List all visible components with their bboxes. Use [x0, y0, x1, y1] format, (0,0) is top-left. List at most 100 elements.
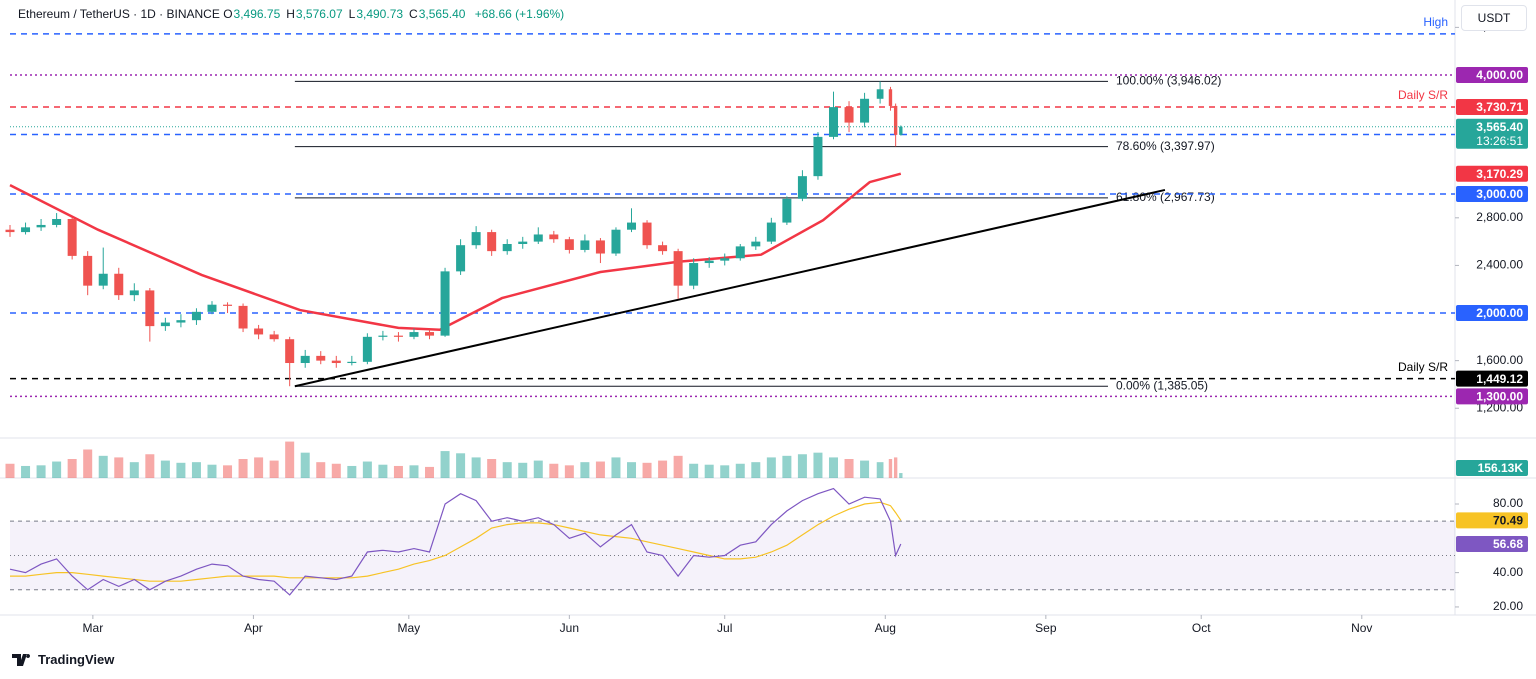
candle-body: [254, 328, 264, 335]
level-name: Daily S/R: [1398, 88, 1448, 102]
volume-bar: [533, 460, 543, 478]
volume-bar: [5, 463, 15, 478]
candle-body: [595, 240, 605, 254]
y-tick-label: 1,600.00: [1476, 353, 1523, 367]
level-price-label-bg: [1456, 370, 1528, 387]
volume-bar: [860, 460, 870, 478]
volume-bar: [207, 464, 217, 478]
level-name: High: [1423, 15, 1448, 29]
candle-body: [487, 232, 497, 252]
candle-body: [580, 240, 590, 250]
candle-body: [5, 229, 15, 233]
candle-body: [533, 234, 543, 242]
candle-body: [673, 251, 683, 286]
candle-body: [300, 355, 310, 364]
currency-button[interactable]: USDT: [1461, 5, 1527, 31]
ohlc-key: H: [286, 7, 295, 21]
brand-icon: [12, 653, 31, 666]
ohlc-key: O: [223, 7, 233, 21]
volume-bar: [36, 465, 46, 478]
volume-bar: [595, 461, 605, 478]
candle-body: [409, 332, 419, 337]
volume-bar: [844, 459, 854, 478]
level-price-label-bg: [1456, 305, 1528, 322]
volume-bar: [114, 457, 124, 478]
candle-body: [704, 260, 714, 264]
candle-body: [456, 245, 466, 272]
volume-bar: [658, 460, 668, 478]
volume-bar: [888, 459, 893, 478]
candle-body: [611, 229, 621, 254]
x-tick-label: Aug: [875, 621, 896, 635]
candle-body: [689, 263, 699, 286]
level-price-label: 1,300.00: [1476, 390, 1523, 404]
y-tick-label: 2,400.00: [1476, 258, 1523, 272]
candle-body: [658, 245, 668, 252]
volume-bar: [347, 465, 357, 478]
x-tick-label: May: [397, 621, 420, 635]
candle-body: [316, 355, 326, 361]
rsi-ma-label-bg: [1456, 512, 1528, 529]
level-price-label: 3,000.00: [1476, 187, 1523, 201]
volume-bar: [751, 462, 761, 478]
level-price-label: 2,000.00: [1476, 306, 1523, 320]
candle-body: [502, 243, 512, 252]
candle-body: [269, 334, 279, 340]
volume-bar: [689, 463, 699, 478]
candle-body: [893, 105, 898, 135]
candle-body: [114, 273, 124, 296]
candle-body: [844, 107, 854, 123]
volume-bar: [21, 465, 31, 478]
volume-bar: [704, 464, 714, 478]
last-price-label: 3,565.40: [1476, 120, 1523, 134]
candle-body: [782, 198, 792, 223]
volume-bar: [899, 473, 903, 478]
x-tick-label: Jul: [717, 621, 732, 635]
candle-body: [176, 320, 186, 323]
volume-bar: [300, 452, 310, 478]
volume-bar: [223, 465, 233, 478]
volume-bar: [269, 460, 279, 478]
x-tick-label: Sep: [1035, 621, 1057, 635]
volume-bar: [876, 462, 884, 478]
volume-bar: [98, 455, 108, 478]
candle-body: [860, 98, 870, 123]
volume-label: 156.13K: [1478, 461, 1524, 475]
rsi-ma-line: [10, 501, 902, 582]
ohlc-value: 3,496.75: [233, 7, 281, 21]
level-price-label-bg: [1456, 99, 1528, 116]
ma-price-label: 3,170.29: [1476, 167, 1523, 181]
candle-body: [223, 304, 233, 306]
candle-body: [813, 136, 823, 177]
candle-body: [83, 255, 93, 286]
rsi-label-bg: [1456, 536, 1528, 553]
candle-body: [751, 241, 761, 247]
volume-bar: [145, 454, 155, 478]
volume-bar: [782, 455, 792, 478]
fib-label: 78.60% (3,397.97): [1116, 139, 1215, 153]
candle-body: [425, 332, 435, 336]
rsi-tick-label: 80.00: [1493, 496, 1523, 510]
brand-logo[interactable]: TradingView: [12, 652, 114, 667]
candle-body: [207, 304, 217, 312]
volume-bar: [673, 455, 683, 478]
volume-bar: [456, 453, 466, 478]
volume-bar: [425, 466, 435, 478]
ohlc-value: 3,565.40: [418, 7, 466, 21]
volume-bar: [580, 462, 590, 478]
volume-bar: [893, 457, 898, 478]
y-tick-label: 2,800.00: [1476, 210, 1523, 224]
rsi-label: 56.68: [1493, 537, 1523, 551]
volume-bar: [254, 457, 264, 478]
candle-body: [797, 176, 807, 199]
candle-body: [393, 335, 403, 337]
candle-body: [471, 232, 481, 246]
volume-bar: [160, 460, 170, 478]
volume-bar: [176, 462, 186, 478]
candle-body: [285, 339, 295, 364]
volume-bar: [362, 461, 372, 478]
trendline: [294, 188, 1166, 388]
volume-bar: [378, 464, 388, 478]
candle-body: [378, 335, 388, 337]
